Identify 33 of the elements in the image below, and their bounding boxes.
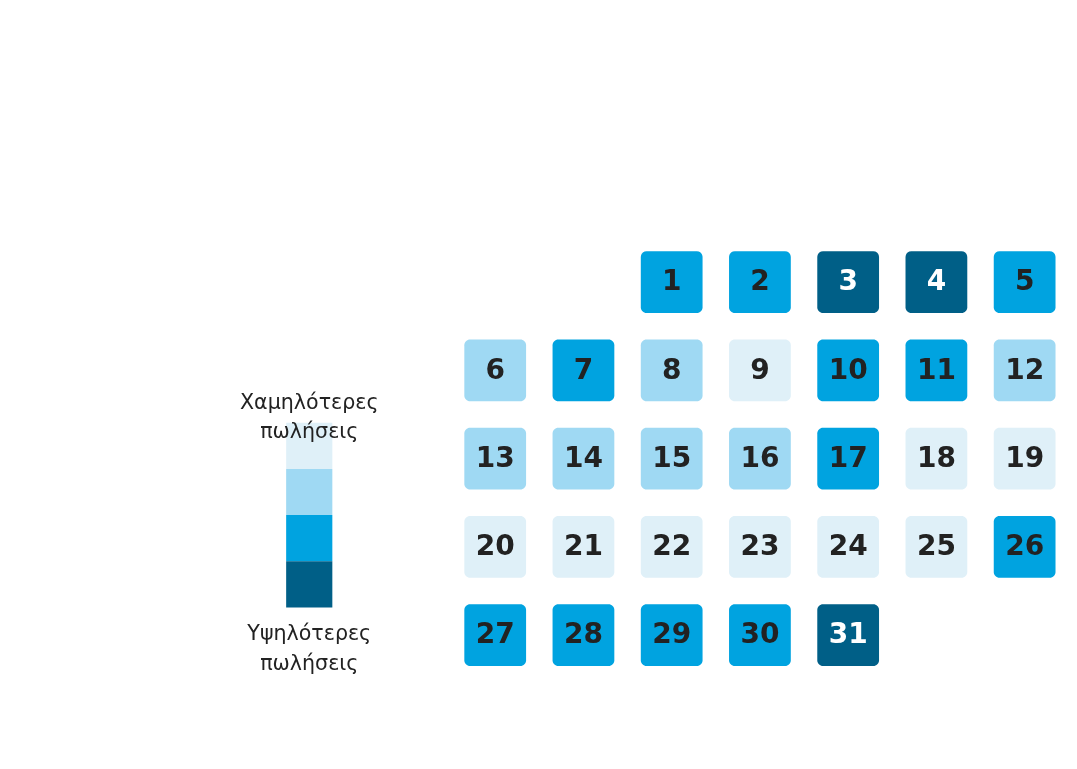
data-label: 2 bbox=[750, 264, 770, 298]
data-label: 25 bbox=[916, 529, 956, 563]
data-label: 26 bbox=[1005, 529, 1045, 563]
data-label: 21 bbox=[563, 529, 603, 563]
data-label: 4 bbox=[926, 264, 947, 298]
data-label: 28 bbox=[563, 617, 603, 651]
data-label: 15 bbox=[652, 440, 692, 474]
data-label: 12 bbox=[1005, 352, 1045, 386]
data-label: 24 bbox=[828, 529, 868, 563]
data-label: 13 bbox=[475, 440, 515, 474]
data-label: 9 bbox=[750, 352, 770, 386]
data-label: 3 bbox=[838, 264, 858, 298]
data-label: 16 bbox=[740, 440, 780, 474]
data-label: 30 bbox=[740, 617, 780, 651]
data-label: 31 bbox=[828, 617, 868, 651]
data-label: 19 bbox=[1005, 440, 1045, 474]
data-label: 7 bbox=[573, 352, 594, 386]
data-label: 29 bbox=[652, 617, 692, 651]
data-label: 22 bbox=[652, 529, 692, 563]
data-label: 17 bbox=[828, 440, 868, 474]
data-label: 5 bbox=[1014, 264, 1035, 298]
data-label: 18 bbox=[916, 440, 956, 474]
data-label: 10 bbox=[828, 352, 868, 386]
data-label: 11 bbox=[916, 352, 956, 386]
data-label: 20 bbox=[475, 529, 515, 563]
data-label: 1 bbox=[661, 264, 682, 298]
data-label: 14 bbox=[563, 440, 603, 474]
text: Χαμηλότερες πωλήσεις bbox=[239, 389, 379, 444]
data-label: 27 bbox=[475, 617, 515, 651]
data-label: 8 bbox=[661, 352, 682, 386]
data-label: 6 bbox=[485, 352, 505, 386]
text: Υψηλότερες πωλήσεις bbox=[246, 621, 372, 676]
data-label: 23 bbox=[740, 529, 780, 563]
